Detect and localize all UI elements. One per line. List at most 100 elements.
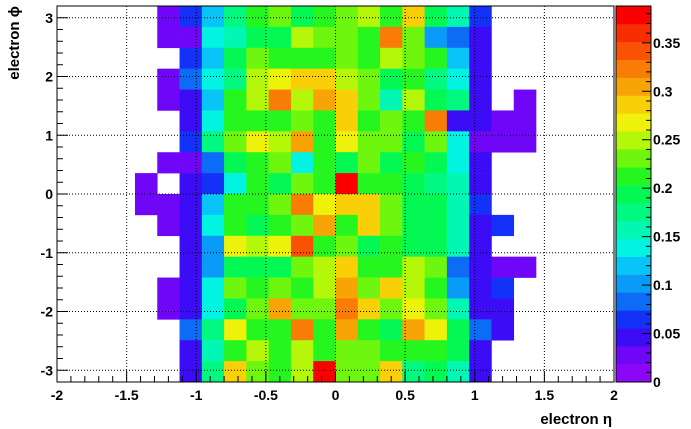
heatmap-cell	[313, 214, 336, 237]
heatmap-cell	[290, 340, 314, 362]
heatmap-cell	[290, 47, 314, 69]
heatmap-cell	[157, 214, 180, 237]
y-tick-label: 2	[45, 69, 53, 85]
color-scale-label: 0	[653, 374, 661, 390]
heatmap-cell	[446, 6, 470, 28]
heatmap-cell	[179, 68, 203, 90]
heatmap-cell	[402, 214, 425, 237]
heatmap-cell	[424, 361, 448, 383]
heatmap-cell	[246, 68, 269, 90]
heatmap-cell	[268, 194, 292, 216]
x-tick-label: -2	[51, 387, 64, 403]
heatmap-cell	[268, 214, 292, 237]
heatmap-cell	[290, 214, 314, 237]
heatmap-cell	[201, 110, 225, 132]
heatmap-cell	[290, 361, 314, 383]
heatmap-cell	[380, 6, 403, 28]
heatmap-cell	[446, 89, 470, 111]
heatmap-cell	[179, 256, 203, 278]
heatmap-cell	[402, 361, 425, 383]
heatmap-cell	[357, 235, 381, 257]
heatmap-cell	[201, 340, 225, 362]
heatmap-cell	[357, 194, 381, 216]
heatmap-cell	[469, 47, 492, 69]
heatmap-cell	[246, 298, 269, 320]
heatmap-cell	[246, 194, 269, 216]
heatmap-cell	[290, 194, 314, 216]
heatmap-cell	[380, 89, 403, 111]
color-scale-swatch	[616, 23, 651, 43]
heatmap-cell	[402, 26, 425, 49]
heatmap-cell	[246, 6, 269, 28]
heatmap-cell	[335, 319, 359, 341]
heatmap-cell	[380, 47, 403, 69]
heatmap-cell	[357, 26, 381, 49]
heatmap-cell	[402, 110, 425, 132]
heatmap-cell	[469, 319, 492, 341]
heatmap-cell	[424, 340, 448, 362]
heatmap-cell	[402, 298, 425, 320]
color-scale-swatch	[616, 220, 651, 240]
heatmap-cell	[380, 194, 403, 216]
heatmap-cell	[424, 173, 448, 195]
heatmap-cell	[179, 89, 203, 111]
heatmap-cell	[357, 152, 381, 174]
y-tick-label: -3	[41, 362, 54, 378]
x-axis-title: electron η	[540, 411, 612, 428]
heatmap-cell	[446, 277, 470, 299]
heatmap-cell	[380, 256, 403, 278]
heatmap-cell	[335, 340, 359, 362]
heatmap-cell	[224, 277, 247, 299]
heatmap-cell	[224, 319, 247, 341]
heatmap-cell	[446, 298, 470, 320]
heatmap-cell	[224, 361, 247, 383]
heatmap-cell	[469, 68, 492, 90]
heatmap-cell	[402, 340, 425, 362]
heatmap-cell	[268, 131, 292, 153]
heatmap-cell	[179, 110, 203, 132]
heatmap-cell	[201, 47, 225, 69]
heatmap-cell	[380, 277, 403, 299]
heatmap-cell	[313, 89, 336, 111]
heatmap-cell	[224, 214, 247, 237]
heatmap-cell	[446, 340, 470, 362]
heatmap-cell	[290, 298, 314, 320]
heatmap-cell	[224, 256, 247, 278]
heatmap-cell	[469, 110, 492, 132]
color-scale-swatch	[616, 6, 651, 25]
color-scale-swatch	[616, 292, 651, 311]
heatmap-cell	[424, 194, 448, 216]
heatmap-cell	[335, 131, 359, 153]
y-axis-ticks: -3 -2 -1 0 1 2 3	[41, 5, 68, 383]
heatmap-cell	[179, 298, 203, 320]
color-scale-swatch	[616, 77, 651, 96]
heatmap-cell	[513, 89, 537, 111]
color-scale-ticks: 0 0.05 0.1 0.15 0.2 0.25 0.3 0.35	[642, 13, 680, 390]
heatmap-cell	[491, 277, 515, 299]
heatmap-cell	[224, 194, 247, 216]
heatmap-cell	[335, 361, 359, 383]
heatmap-cell	[446, 110, 470, 132]
heatmap-cell	[246, 89, 269, 111]
heatmap-cell	[246, 277, 269, 299]
heatmap-cell	[157, 152, 180, 174]
heatmap-cell	[268, 152, 292, 174]
heatmap-cell	[268, 235, 292, 257]
color-scale-swatch	[616, 113, 651, 132]
heatmap-cell	[313, 173, 336, 195]
heatmap-cell	[469, 194, 492, 216]
color-scale-label: 0.3	[653, 83, 673, 99]
heatmap-cell	[313, 277, 336, 299]
color-scale-swatch	[616, 346, 651, 365]
heatmap-cell	[424, 47, 448, 69]
color-scale-label: 0.2	[653, 180, 673, 196]
y-tick-label: 1	[45, 127, 53, 143]
heatmap-cell	[424, 89, 448, 111]
heatmap-cell	[179, 361, 203, 383]
x-tick-label: 1	[471, 387, 479, 403]
color-scale-swatch	[616, 238, 651, 257]
heatmap-cell	[335, 214, 359, 237]
heatmap-cell	[268, 319, 292, 341]
heatmap-cell	[357, 340, 381, 362]
